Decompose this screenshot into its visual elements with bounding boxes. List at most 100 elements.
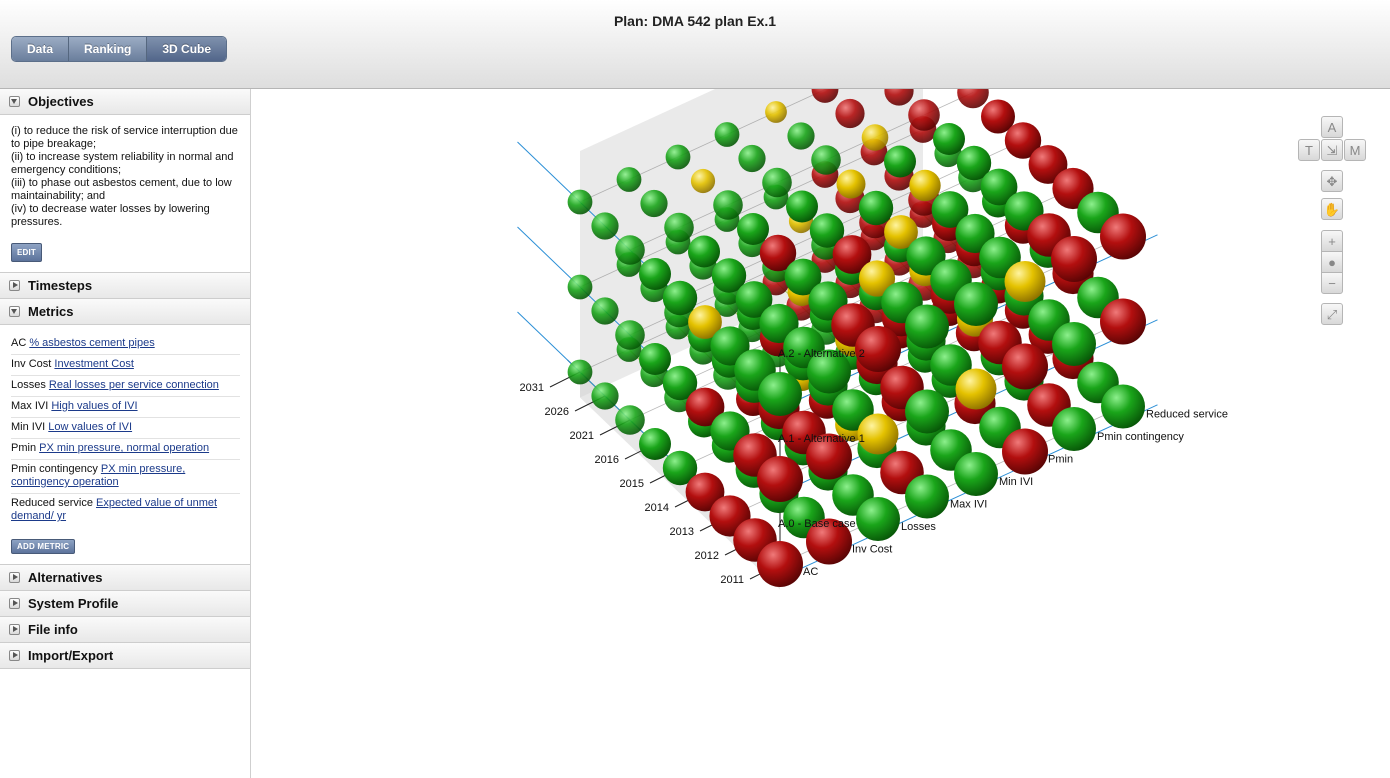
tab-data[interactable]: Data	[12, 37, 70, 61]
expand-triangle-icon[interactable]	[9, 624, 20, 635]
metric-row: Min IVI Low values of IVI	[11, 418, 240, 439]
data-sphere	[1100, 213, 1146, 260]
expand-triangle-icon[interactable]	[9, 650, 20, 661]
section-title: Metrics	[28, 304, 74, 319]
view-m-icon[interactable]: M	[1344, 139, 1366, 161]
data-sphere	[811, 89, 839, 103]
data-sphere	[710, 326, 750, 366]
data-sphere	[685, 387, 725, 427]
collapse-triangle-icon[interactable]	[9, 306, 20, 317]
metric-code: Min IVI	[11, 421, 46, 433]
data-sphere	[615, 405, 645, 435]
section-timesteps-header[interactable]: Timesteps	[0, 273, 250, 299]
expand-triangle-icon[interactable]	[9, 598, 20, 609]
data-sphere	[857, 413, 899, 455]
metric-link[interactable]: Low values of IVI	[48, 421, 133, 433]
data-sphere	[1004, 122, 1042, 159]
data-sphere	[955, 213, 995, 254]
metric-label: Pmin	[1048, 453, 1073, 465]
data-sphere	[688, 235, 720, 268]
metric-row: Reduced service Expected value of unmet …	[11, 494, 240, 527]
data-sphere	[806, 518, 852, 565]
data-sphere	[567, 359, 593, 385]
data-sphere	[758, 372, 802, 416]
data-sphere	[954, 282, 998, 326]
view-a-icon[interactable]: A	[1321, 116, 1343, 138]
section-title: Timesteps	[28, 278, 93, 293]
data-sphere	[615, 235, 645, 265]
data-sphere	[1002, 343, 1048, 390]
section-title: Alternatives	[28, 570, 103, 585]
data-sphere	[640, 189, 668, 218]
expand-triangle-icon[interactable]	[9, 572, 20, 583]
metric-link[interactable]: Investment Cost	[54, 358, 134, 370]
metric-link[interactable]: High values of IVI	[51, 400, 138, 412]
section-objectives-header[interactable]: Objectives	[0, 89, 250, 115]
objective-line: (iv) to decrease water losses by lowerin…	[11, 203, 210, 228]
data-sphere	[662, 365, 698, 401]
data-sphere	[908, 99, 940, 131]
data-sphere	[713, 190, 743, 220]
section-alternatives-header[interactable]: Alternatives	[0, 565, 250, 591]
metric-code: Inv Cost	[11, 358, 52, 370]
data-sphere	[905, 304, 949, 349]
data-sphere	[714, 122, 740, 147]
metric-link[interactable]: PX min pressure, contingency operation	[11, 463, 186, 488]
view-a-label: A	[1327, 120, 1337, 135]
section-file-info-header[interactable]: File info	[0, 617, 250, 643]
data-sphere	[738, 144, 766, 173]
timestep-label: 2011	[720, 574, 744, 586]
metric-label: Pmin contingency	[1097, 431, 1184, 443]
view-axes-icon[interactable]: ⇲	[1321, 139, 1343, 161]
alternative-label: A.0 - Base case	[778, 518, 856, 530]
cube-spheres[interactable]	[567, 89, 1146, 587]
fullscreen-icon[interactable]: ⤢	[1321, 303, 1343, 325]
section-metrics-header[interactable]: Metrics	[0, 299, 250, 325]
data-sphere	[591, 212, 619, 240]
data-sphere	[861, 124, 889, 151]
collapse-triangle-icon[interactable]	[9, 96, 20, 107]
add-metric-button[interactable]: ADD METRIC	[11, 539, 76, 554]
data-sphere	[931, 191, 969, 228]
timestep-label: 2021	[570, 430, 594, 442]
metric-link[interactable]: PX min pressure, normal operation	[39, 442, 210, 454]
data-sphere	[786, 190, 818, 223]
tab-ranking[interactable]: Ranking	[69, 37, 148, 61]
pan-icon[interactable]: ✥	[1321, 170, 1343, 192]
metric-code: Losses	[11, 379, 46, 391]
metric-link[interactable]: Real losses per service connection	[48, 379, 219, 391]
header: Plan: DMA 542 plan Ex.1 Data Ranking 3D …	[0, 0, 1390, 89]
data-sphere	[759, 234, 797, 272]
metric-link[interactable]: Expected value of unmet demand/ yr	[11, 497, 218, 522]
metric-code: Pmin contingency	[11, 463, 98, 475]
zoom-out-icon[interactable]: −	[1321, 272, 1343, 294]
view-t-label: T	[1305, 143, 1313, 158]
view-tab-bar: Data Ranking 3D Cube	[11, 36, 228, 62]
globe-icon[interactable]: ●	[1321, 251, 1343, 273]
tab-3d-cube[interactable]: 3D Cube	[147, 37, 227, 61]
view-t-icon[interactable]: T	[1298, 139, 1320, 161]
metric-code: Reduced service	[11, 497, 93, 509]
metric-row: Max IVI High values of IVI	[11, 397, 240, 418]
data-sphere	[688, 305, 722, 339]
plan-title: Plan: DMA 542 plan Ex.1	[613, 13, 777, 29]
data-sphere	[1100, 298, 1146, 345]
section-system-profile-header[interactable]: System Profile	[0, 591, 250, 617]
timestep-label: 2026	[545, 406, 569, 418]
zoom-in-icon[interactable]: +	[1321, 230, 1343, 252]
data-sphere	[757, 541, 803, 587]
data-sphere	[858, 260, 896, 297]
data-sphere	[639, 343, 671, 375]
expand-triangle-icon[interactable]	[9, 280, 20, 291]
hand-icon[interactable]: ✋	[1321, 198, 1343, 220]
data-sphere	[616, 167, 642, 192]
section-import-export-header[interactable]: Import/Export	[0, 643, 250, 669]
data-sphere	[906, 236, 946, 276]
edit-objectives-button[interactable]: EDIT	[11, 243, 43, 262]
data-sphere	[884, 215, 918, 249]
timestep-label: 2031	[520, 382, 544, 394]
data-sphere	[807, 349, 851, 394]
cube-chart-area[interactable]: 2011 2012 2013 2014 2015 2016 2021 2026 2031 AC In…	[251, 89, 1390, 778]
metric-link[interactable]: % asbestos cement pipes	[29, 337, 155, 349]
